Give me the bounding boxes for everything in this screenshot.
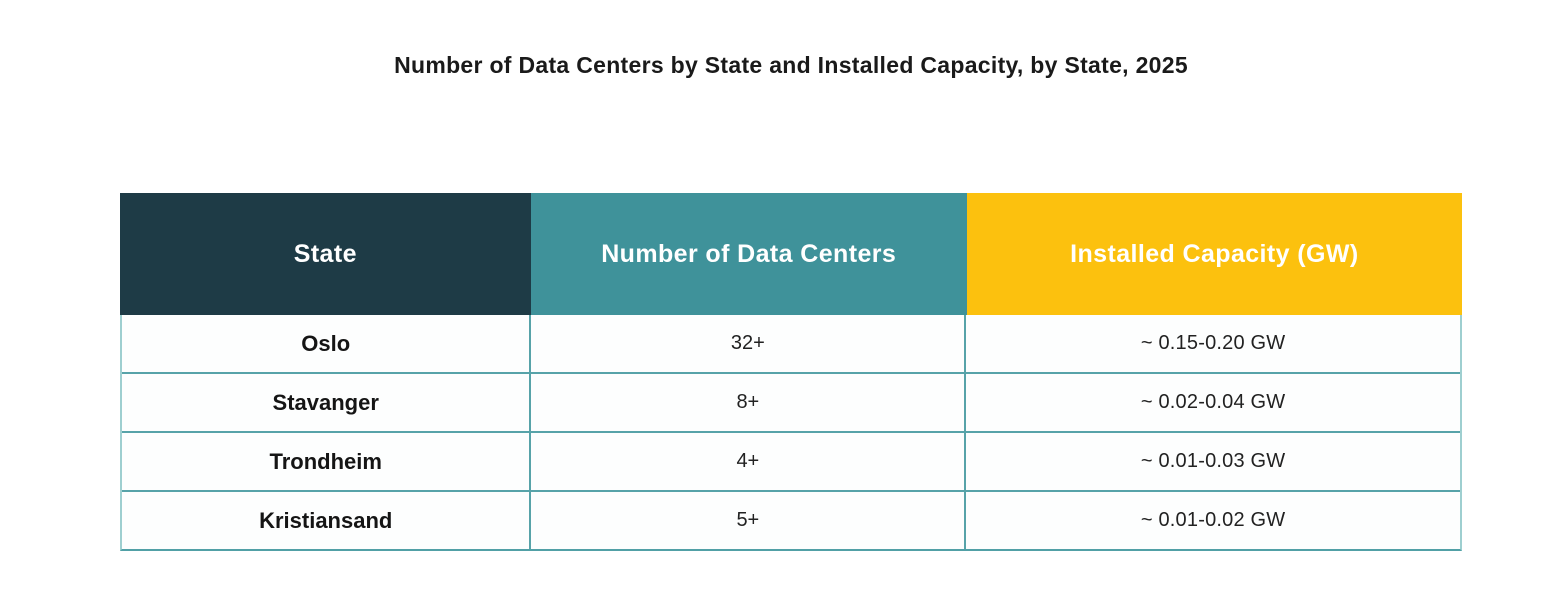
cell-count: 8+ (531, 374, 967, 431)
cell-state: Trondheim (122, 433, 532, 490)
table-header-row: State Number of Data Centers Installed C… (120, 193, 1462, 315)
table-row: Stavanger 8+ ~ 0.02-0.04 GW (122, 374, 1460, 433)
chart-title: Number of Data Centers by State and Inst… (394, 52, 1188, 78)
cell-capacity: ~ 0.15-0.20 GW (1140, 332, 1286, 354)
table-row: Oslo 32+ ~ 0.15-0.20 GW (122, 315, 1460, 374)
cell-state: Stavanger (122, 374, 532, 431)
data-table: State Number of Data Centers Installed C… (120, 193, 1462, 551)
cell-count: 5+ (531, 492, 967, 549)
header-cell-state: State (120, 193, 531, 315)
cell-state: Oslo (122, 315, 532, 372)
cell-state: Kristiansand (122, 492, 532, 549)
cell-count: 32+ (531, 315, 967, 372)
table-row: Kristiansand 5+ ~ 0.01-0.02 GW (122, 492, 1460, 549)
cell-capacity: ~ 0.01-0.03 GW (1140, 450, 1286, 472)
header-cell-installed-capacity: Installed Capacity (GW) (966, 193, 1462, 315)
cell-count: 4+ (531, 433, 967, 490)
cell-capacity: ~ 0.01-0.02 GW (1140, 509, 1286, 531)
table-body: Oslo 32+ ~ 0.15-0.20 GW Stavanger 8+ ~ 0… (120, 315, 1462, 551)
cell-capacity: ~ 0.02-0.04 GW (1140, 391, 1286, 413)
header-cell-number-of-data-centers: Number of Data Centers (530, 193, 967, 315)
table-row: Trondheim 4+ ~ 0.01-0.03 GW (122, 433, 1460, 492)
